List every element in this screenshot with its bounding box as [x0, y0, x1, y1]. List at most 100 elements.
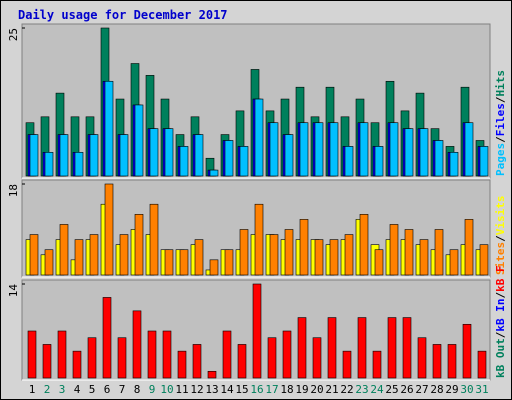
bar [194, 134, 204, 177]
legend-entry: kB F [494, 265, 507, 292]
x-tick-label: 12 [190, 383, 203, 396]
legend-entry: kB In [494, 299, 507, 332]
x-tick-label: 11 [175, 383, 188, 396]
x-tick-label: 7 [119, 383, 126, 396]
legend-entry: kB Out [494, 338, 507, 378]
legend-separator: / [494, 235, 507, 242]
legend-separator: / [494, 292, 507, 299]
x-tick-label: 19 [295, 383, 308, 396]
x-tick-label: 30 [460, 383, 473, 396]
legend: Pages/Files/Hits [494, 70, 507, 176]
bar [449, 152, 459, 177]
x-tick-label: 22 [340, 383, 353, 396]
x-tick-label: 6 [104, 383, 111, 396]
bar [297, 317, 307, 379]
y-tick-label: 25 [7, 28, 20, 41]
legend: Sites/Visits [494, 196, 507, 276]
bar [164, 128, 174, 177]
bar [312, 337, 322, 379]
bar [344, 234, 354, 276]
chart-title: Daily usage for December 2017 [18, 8, 228, 22]
bar [447, 344, 457, 379]
bar [222, 330, 232, 379]
bar [177, 350, 187, 379]
bar [359, 122, 369, 177]
x-tick-label: 20 [310, 383, 323, 396]
y-tick-label: 18 [7, 184, 20, 197]
bar [314, 122, 324, 177]
bar [87, 337, 97, 379]
bar [434, 140, 444, 177]
bar [149, 128, 159, 177]
bar [269, 234, 279, 276]
bar [57, 330, 67, 379]
bar [299, 219, 309, 276]
bar [344, 146, 354, 177]
bar [342, 350, 352, 379]
x-tick-label: 10 [160, 383, 173, 396]
bar [102, 297, 112, 379]
bar [59, 224, 69, 276]
legend-entry: Files [494, 103, 507, 136]
bar [432, 344, 442, 379]
bar [389, 224, 399, 276]
bar [239, 146, 249, 177]
bar [252, 283, 262, 379]
bar [434, 229, 444, 276]
bar [359, 214, 369, 276]
x-tick-label: 3 [59, 383, 66, 396]
bar [404, 229, 414, 276]
legend-separator: / [494, 331, 507, 338]
bar [104, 80, 114, 177]
bar [269, 122, 279, 177]
bar [254, 98, 264, 177]
bar [89, 234, 99, 276]
bar [119, 134, 129, 177]
x-tick-label: 8 [134, 383, 141, 396]
x-tick-label: 31 [475, 383, 488, 396]
bar [192, 344, 202, 379]
x-tick-label: 17 [265, 383, 278, 396]
x-tick-label: 27 [415, 383, 428, 396]
bar [464, 122, 474, 177]
bar [284, 229, 294, 276]
x-tick-label: 13 [205, 383, 218, 396]
bar [267, 337, 277, 379]
x-tick-label: 26 [400, 383, 413, 396]
x-tick-label: 28 [430, 383, 443, 396]
bar [387, 317, 397, 379]
bar [477, 350, 487, 379]
bar [179, 146, 189, 177]
legend-separator: / [494, 136, 507, 143]
bar [29, 234, 39, 276]
x-tick-label: 2 [44, 383, 51, 396]
bar [464, 219, 474, 276]
bar [224, 249, 234, 276]
bar [149, 203, 159, 276]
bar [327, 317, 337, 379]
x-tick-label: 15 [235, 383, 248, 396]
bar [462, 323, 472, 379]
bar [29, 134, 39, 177]
bar [372, 350, 382, 379]
bar [134, 104, 144, 177]
bar [119, 234, 129, 276]
bar [404, 128, 414, 177]
bar [27, 330, 37, 379]
bar [374, 146, 384, 177]
bar [194, 239, 204, 276]
legend-entry: Pages [494, 143, 507, 176]
bar [374, 249, 384, 276]
x-tick-label: 9 [149, 383, 156, 396]
bar [479, 244, 489, 276]
bar [209, 259, 219, 276]
bar [117, 337, 127, 379]
bar [314, 239, 324, 276]
bar [357, 317, 367, 379]
bar [164, 249, 174, 276]
bar [179, 249, 189, 276]
legend-entry: Hits [494, 70, 507, 97]
bar [389, 122, 399, 177]
bar [147, 330, 157, 379]
